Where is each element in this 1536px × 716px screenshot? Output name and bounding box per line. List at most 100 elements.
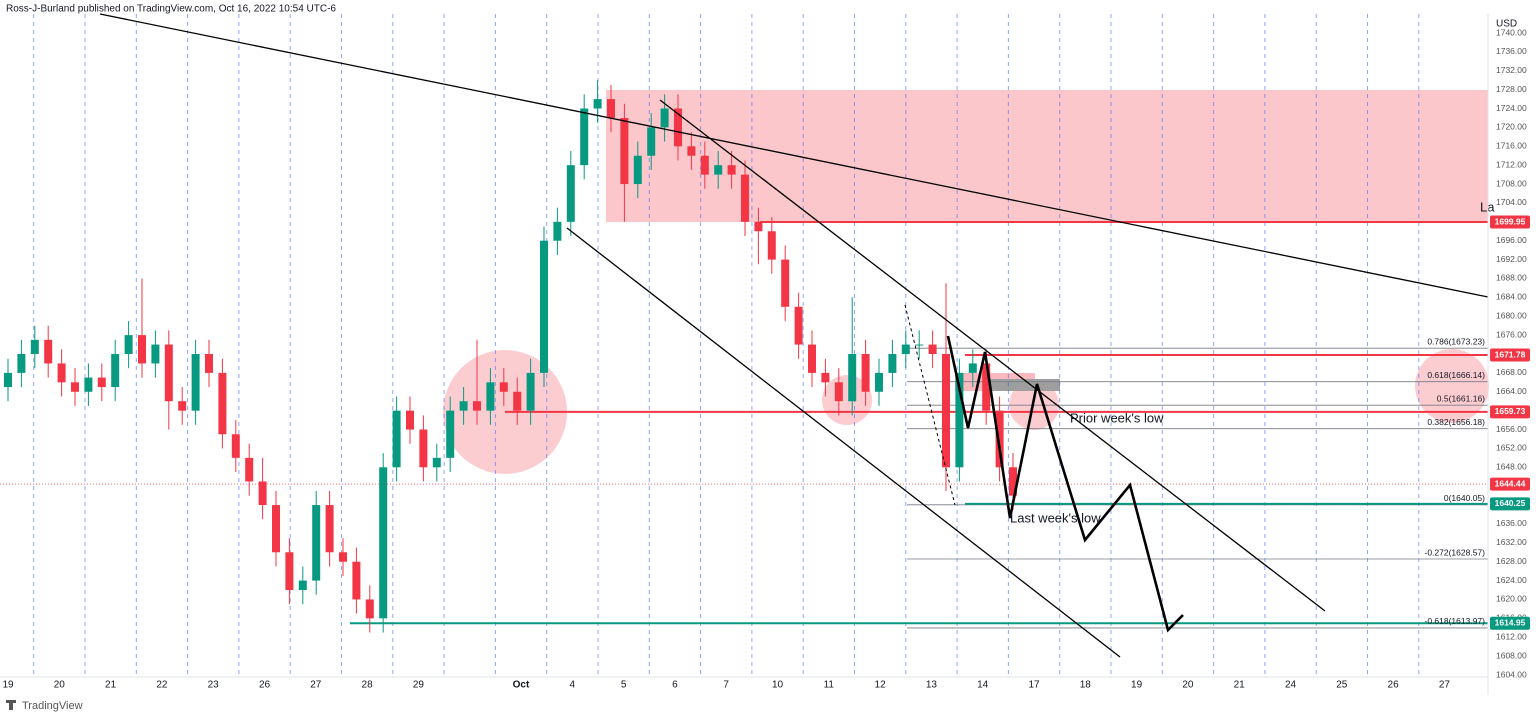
candle-body (942, 354, 950, 468)
candle-body (245, 457, 254, 482)
price-badge (1490, 477, 1530, 491)
header: Ross-J-Burland published on TradingView.… (6, 4, 336, 15)
candle-body (191, 354, 200, 411)
candle-body (593, 99, 602, 109)
y-tick-label: 1668.00 (1496, 367, 1527, 377)
candle-body (218, 372, 227, 435)
candle-body (365, 599, 374, 619)
y-tick-label: 1664.00 (1496, 386, 1527, 396)
candle-body (875, 372, 883, 392)
price-badge-label: 1614.95 (1495, 618, 1526, 628)
x-tick-label: 22 (156, 680, 168, 691)
y-tick-label: 1724.00 (1496, 103, 1527, 113)
candle-body (231, 434, 240, 458)
candle-body (486, 382, 495, 411)
x-tick-label: Oct (513, 680, 530, 691)
candle-body (754, 221, 763, 232)
candle-body (580, 108, 589, 166)
candle-body (124, 335, 133, 354)
price-badge (1490, 215, 1530, 229)
trend-line (659, 99, 1326, 612)
annotation: Prior week's low (1070, 410, 1164, 425)
candle-body (446, 410, 455, 458)
candle-body (700, 155, 709, 175)
y-tick-label: 1632.00 (1496, 537, 1527, 547)
candle-body (151, 344, 160, 364)
x-tick-label: 19 (2, 680, 14, 691)
candle-body (57, 363, 66, 383)
x-tick-label: 5 (621, 680, 627, 691)
y-tick-label: 1728.00 (1496, 84, 1527, 94)
fib-label: 0.5(1661.16) (1437, 393, 1485, 403)
candle-body (499, 382, 508, 392)
candle-body (566, 165, 575, 222)
annotation: Last week's low (1010, 510, 1101, 525)
candle-body (968, 363, 977, 373)
candle-body (901, 344, 910, 354)
candle-body (633, 155, 642, 185)
trend-line (99, 13, 1489, 298)
candle-body (392, 410, 401, 468)
price-badge-label: 1659.73 (1495, 406, 1526, 416)
candle-body (714, 165, 723, 175)
x-tick-label: 11 (824, 680, 835, 691)
y-tick-label: 1604.00 (1496, 669, 1527, 679)
price-badge (1490, 497, 1530, 511)
candle-body (526, 372, 535, 411)
candle-body (915, 344, 924, 346)
drawings (99, 13, 1489, 658)
y-tick-label: 1692.00 (1496, 254, 1527, 264)
x-tick-label: 18 (1080, 680, 1092, 691)
y-tick-label: 1704.00 (1496, 197, 1527, 207)
fib-diagonal (904, 304, 956, 506)
candle-body (741, 174, 749, 222)
candle-body (30, 339, 39, 354)
x-tick-label: 20 (54, 680, 66, 691)
x-tick-label: 21 (105, 680, 117, 691)
supply-zone (606, 90, 1488, 222)
candle-body (848, 354, 857, 402)
x-tick-label: 23 (208, 680, 220, 691)
price-badge-label: 1640.25 (1495, 498, 1526, 508)
price-badge-label: 1671.78 (1495, 349, 1526, 359)
y-tick-label: 1688.00 (1496, 273, 1527, 283)
candle-body (513, 391, 522, 411)
candle-body (4, 372, 12, 388)
y-tick-label: 1680.00 (1496, 310, 1527, 320)
candle-body (834, 382, 843, 402)
candle-body (727, 165, 736, 175)
fib-label: 0.618(1666.14) (1427, 370, 1485, 380)
x-tick-label: 6 (672, 680, 678, 691)
candle-body (888, 354, 897, 373)
x-tick-label: 10 (772, 680, 784, 691)
candle-body (687, 146, 696, 156)
x-tick-label: 25 (1336, 680, 1348, 691)
candle-body (781, 259, 790, 307)
x-tick-label: 27 (1439, 680, 1451, 691)
y-tick-label: 1732.00 (1496, 65, 1527, 75)
y-tick-label: 1652.00 (1496, 443, 1527, 453)
price-badge-label: 1699.95 (1495, 216, 1526, 226)
currency: USD (1496, 19, 1517, 30)
candle-body (258, 481, 267, 506)
candle-body (861, 354, 870, 392)
trend-line (566, 227, 1121, 658)
candle-body (553, 221, 562, 241)
price-badge (1490, 405, 1530, 419)
candle-body (138, 335, 146, 364)
candle-body (205, 354, 213, 373)
y-tick-label: 1696.00 (1496, 235, 1527, 245)
candle-body (298, 580, 307, 591)
highlight-circle (1415, 349, 1489, 423)
x-tick-label: 29 (413, 680, 425, 691)
candle-body (607, 99, 615, 118)
x-tick-label: 26 (1388, 680, 1400, 691)
candle-body (352, 561, 361, 600)
y-tick-label: 1740.00 (1496, 27, 1527, 37)
candle-body (44, 339, 53, 364)
fib-label: 0.382(1656.18) (1427, 417, 1485, 427)
candle-body (821, 372, 830, 383)
candle-body (767, 231, 776, 260)
candle-body (995, 410, 1004, 468)
